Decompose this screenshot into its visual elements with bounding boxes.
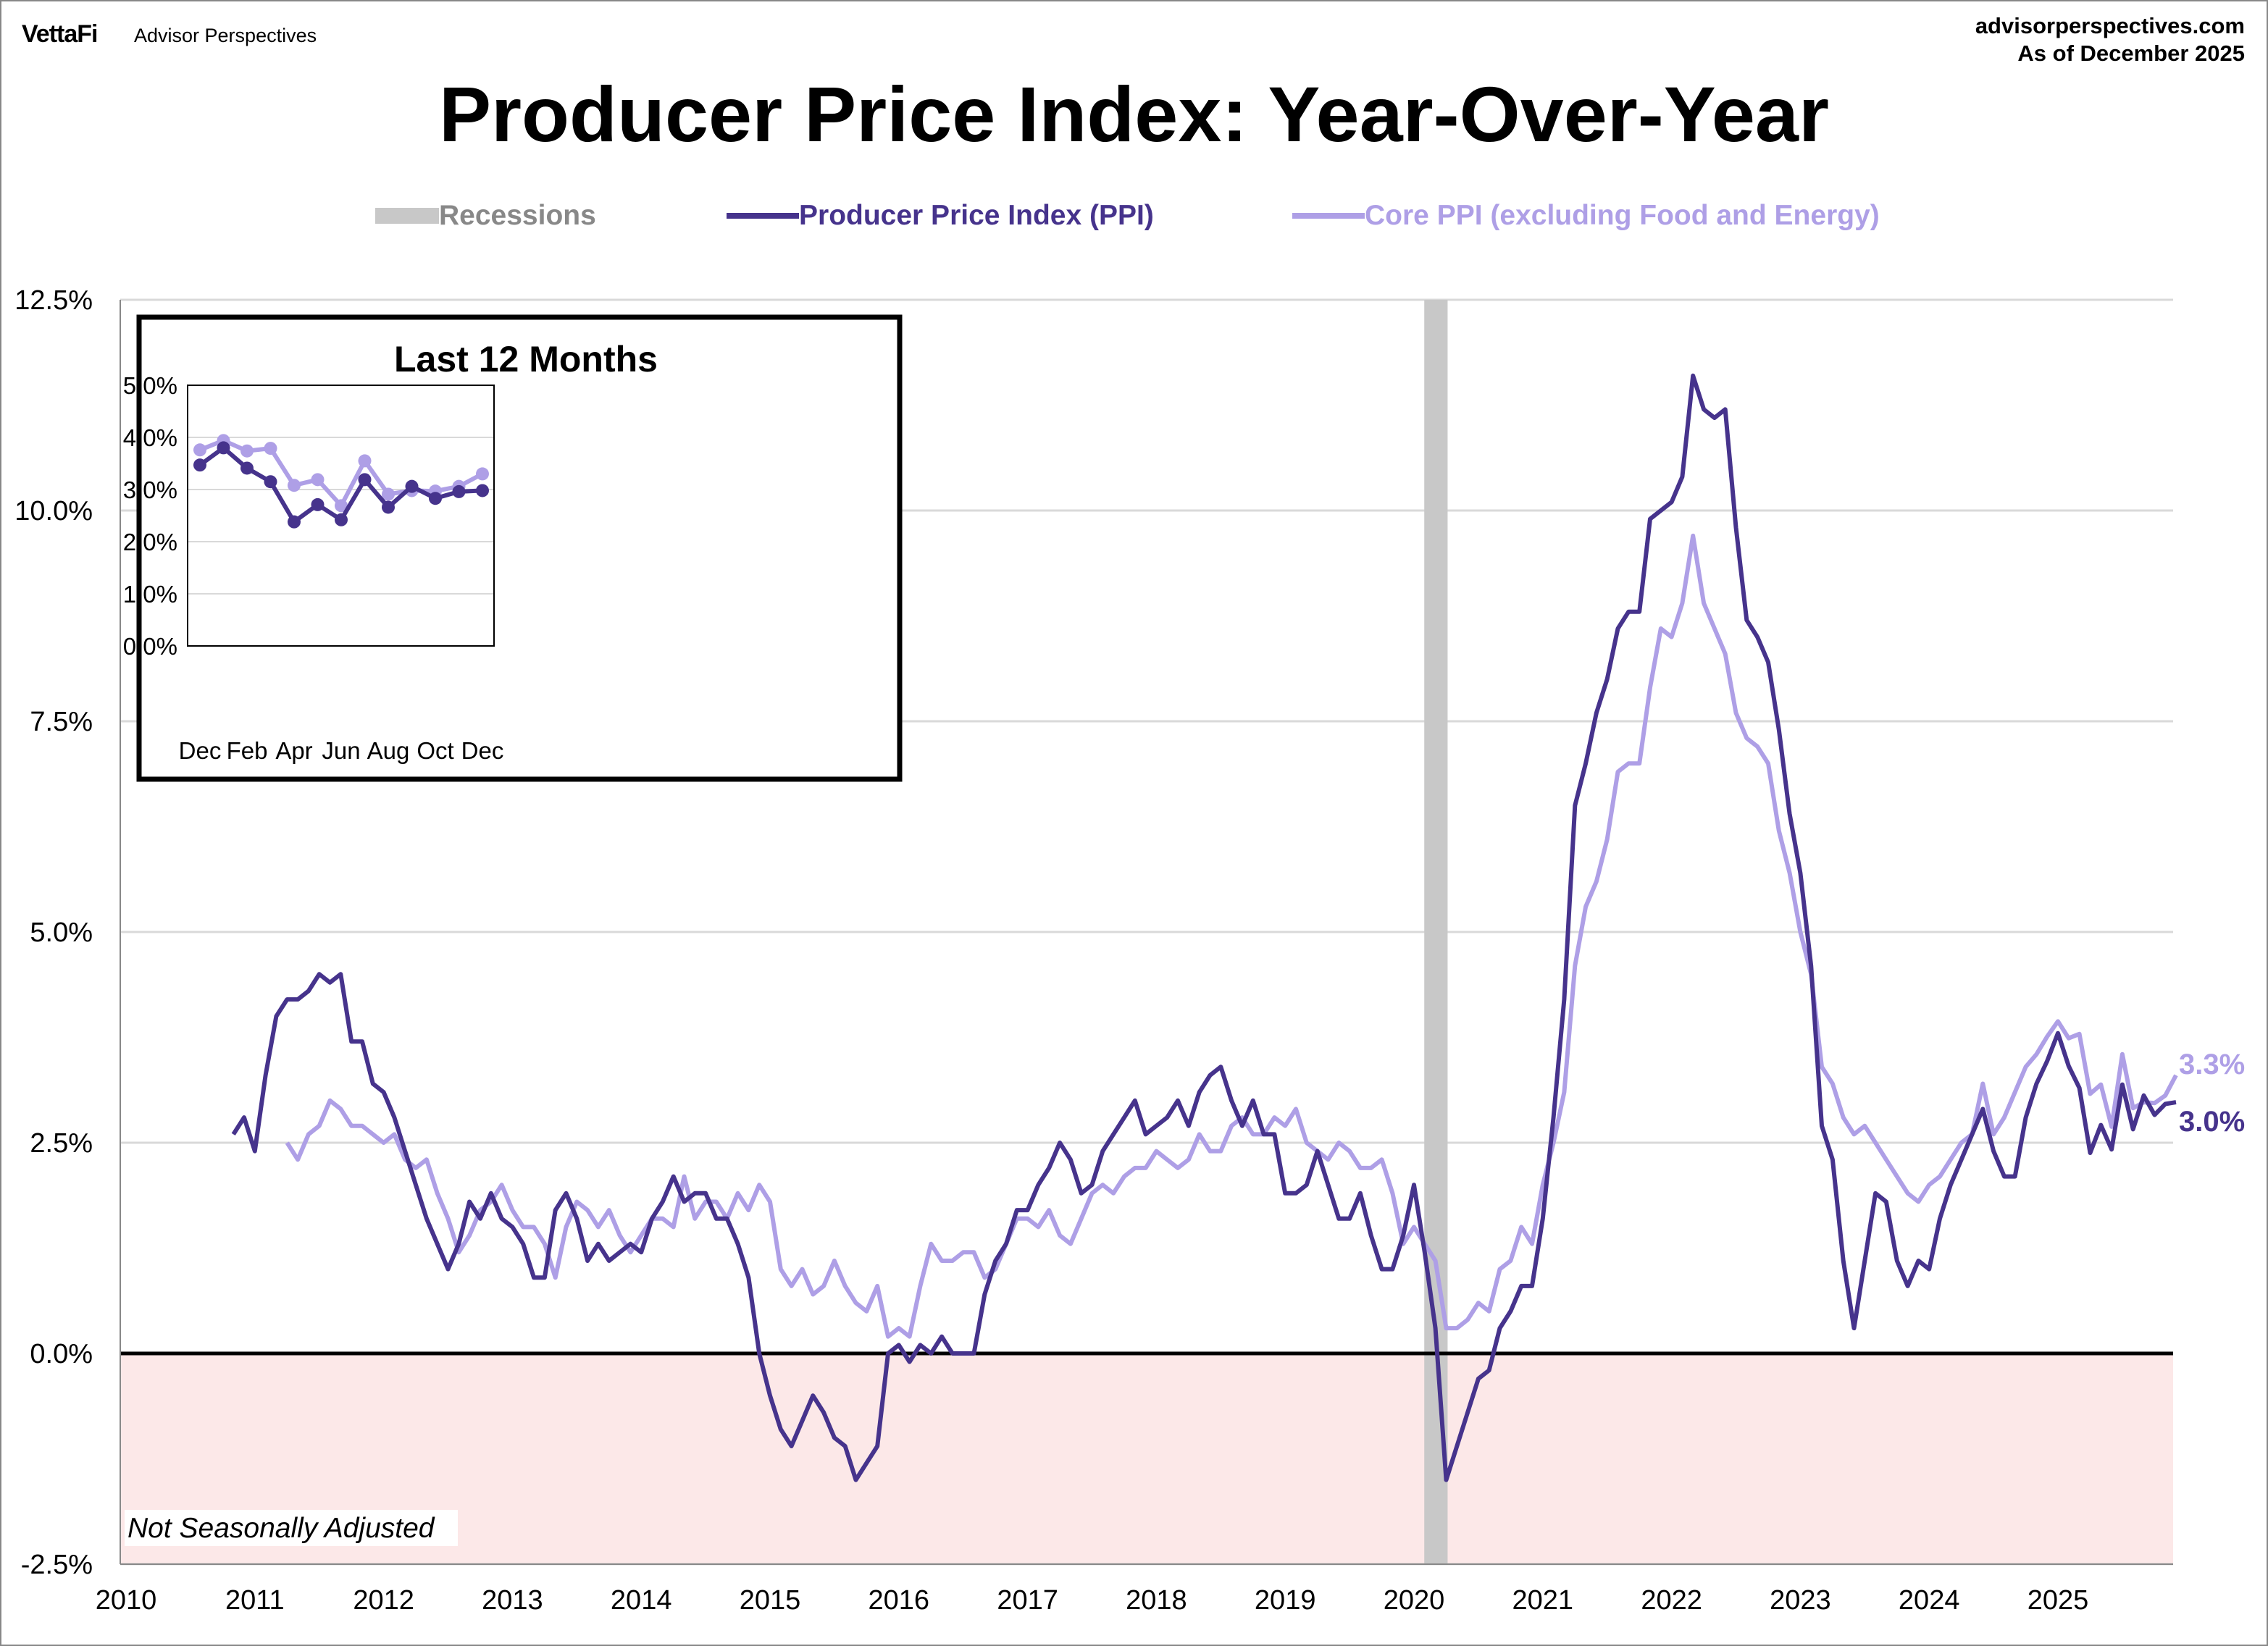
legend-label: Recessions	[439, 200, 596, 231]
ppi-end-label: 3.0%	[2179, 1106, 2245, 1138]
ppi-swatch	[727, 213, 799, 219]
legend-label: Producer Price Index (PPI)	[799, 200, 1154, 231]
inset-ppi-point	[264, 475, 277, 489]
x-tick-label: 2025	[2028, 1585, 2089, 1616]
as-of-date: As of December 2025	[2017, 41, 2245, 66]
x-tick-label: 2018	[1126, 1585, 1187, 1616]
inset-ppi-point	[476, 484, 489, 497]
core-ppi-line	[285, 533, 2178, 1339]
legend-recessions: Recessions	[375, 200, 596, 232]
inset-ppi-point	[217, 441, 230, 455]
inset-core-point	[476, 467, 489, 481]
inset-ppi-point	[452, 484, 466, 498]
recession-swatch	[375, 208, 439, 224]
inset-core-point	[240, 444, 254, 458]
x-tick-label: 2012	[353, 1585, 414, 1616]
inset-x-tick-label: Jun	[322, 737, 360, 764]
inset-y-tick-label: 1.0%	[123, 581, 177, 608]
site-url: advisorperspectives.com	[1975, 13, 2245, 38]
inset-x-tick-label: Oct	[417, 737, 453, 764]
y-tick-label: 7.5%	[30, 707, 93, 737]
y-tick-label: 0.0%	[30, 1339, 93, 1369]
inset-y-tick-label: 0.0%	[123, 633, 177, 660]
inset-y-tick-label: 3.0%	[123, 476, 177, 503]
inset-core-point	[193, 443, 206, 457]
ppi-line	[231, 373, 2177, 1482]
x-tick-label: 2013	[482, 1585, 543, 1616]
x-tick-label: 2021	[1512, 1585, 1574, 1616]
inset-ppi-point	[240, 461, 254, 475]
x-tick-label: 2011	[225, 1585, 285, 1616]
inset-y-tick-label: 5.0%	[123, 372, 177, 399]
x-tick-label: 2024	[1899, 1585, 1960, 1616]
x-tick-label: 2017	[997, 1585, 1058, 1616]
brand-logo: VettaFi	[22, 20, 98, 48]
x-tick-label: 2015	[740, 1585, 801, 1616]
inset-last-12-months: Last 12 Months 0.0% 1.0% 2.0% 3.0% 4.0% 5.0% De…	[123, 314, 903, 782]
inset-x-tick-label: Apr	[275, 737, 312, 764]
inset-title: Last 12 Months	[394, 339, 658, 379]
x-tick-label: 2020	[1384, 1585, 1445, 1616]
inset-x-tick-label: Dec	[179, 737, 222, 764]
legend-ppi: Producer Price Index (PPI)	[727, 200, 1154, 232]
inset-ppi-point	[358, 473, 372, 487]
core-end-label: 3.3%	[2179, 1049, 2245, 1080]
inset-y-tick-label: 4.0%	[123, 424, 177, 451]
legend-core: Core PPI (excluding Food and Energy)	[1292, 200, 1880, 232]
inset-core-point	[311, 473, 325, 487]
note-background	[125, 1510, 458, 1546]
chart-title: Producer Price Index: Year-Over-Year	[438, 70, 1829, 158]
inset-ppi-point	[288, 515, 301, 529]
recession-band	[1424, 300, 1448, 1564]
inset-box	[136, 314, 903, 782]
inset-ppi-point	[405, 479, 419, 493]
inset-core-point	[358, 454, 372, 468]
inset-core-point	[382, 487, 395, 501]
inset-x-tick-label: Aug	[367, 737, 410, 764]
x-tick-label: 2016	[869, 1585, 930, 1616]
negative-zone	[120, 1353, 2173, 1564]
x-tick-label: 2022	[1641, 1585, 1702, 1616]
brand-subtitle: Advisor Perspectives	[134, 25, 317, 46]
not-seasonally-adjusted-note: Not Seasonally Adjusted	[127, 1513, 435, 1544]
core-swatch	[1292, 213, 1365, 219]
inset-plot-border	[187, 385, 495, 647]
x-tick-label: 2023	[1770, 1585, 1831, 1616]
inset-ppi-point	[429, 492, 442, 505]
inset-x-tick-label: Feb	[227, 737, 268, 764]
x-tick-label: 2010	[96, 1585, 157, 1616]
inset-core-point	[264, 442, 277, 455]
y-tick-label: 2.5%	[30, 1128, 93, 1159]
legend-label: Core PPI (excluding Food and Energy)	[1365, 200, 1880, 231]
inset-x-tick-label: Dec	[461, 737, 504, 764]
inset-core-point	[335, 499, 348, 513]
inset-ppi-point	[335, 513, 348, 526]
inset-ppi-point	[382, 500, 395, 514]
inset-ppi-point	[311, 497, 325, 511]
x-tick-label: 2019	[1255, 1585, 1316, 1616]
y-tick-label: 10.0%	[14, 496, 93, 526]
y-tick-label: -2.5%	[21, 1550, 93, 1580]
legend: Recessions Producer Price Index (PPI) Co…	[0, 200, 2268, 236]
x-tick-label: 2014	[611, 1585, 672, 1616]
inset-ppi-point	[193, 458, 206, 472]
y-tick-label: 12.5%	[14, 285, 93, 316]
y-tick-label: 5.0%	[30, 918, 93, 948]
inset-core-point	[288, 479, 301, 492]
inset-y-tick-label: 2.0%	[123, 529, 177, 555]
